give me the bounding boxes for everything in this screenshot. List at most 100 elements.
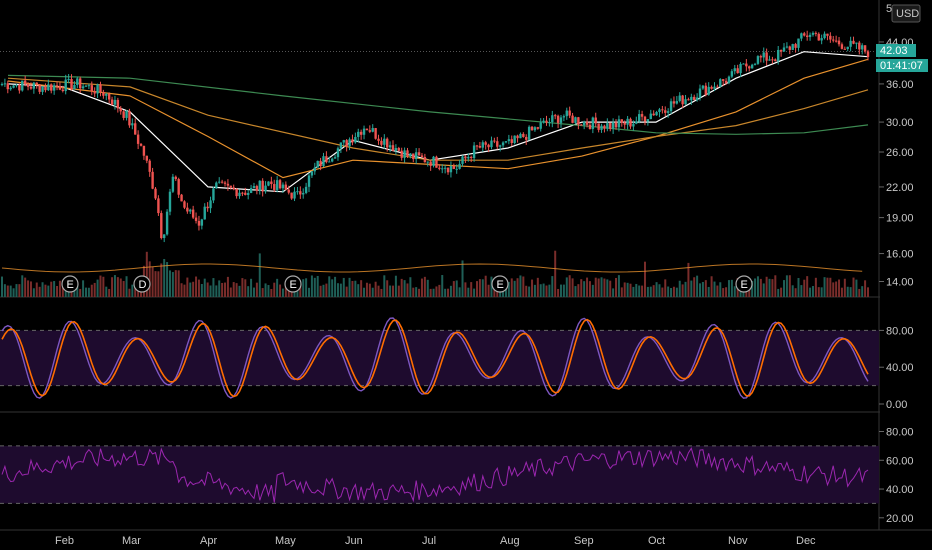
volume-bar <box>840 287 843 297</box>
volume-bar <box>24 277 27 297</box>
last-price-text: 42.03 <box>880 45 908 57</box>
candle-body <box>470 156 473 158</box>
volume-bar <box>519 275 522 297</box>
candle-body <box>742 63 745 65</box>
candle-body <box>551 115 554 123</box>
volume-bar <box>409 277 412 297</box>
candle-body <box>698 88 702 98</box>
earnings-marker <box>61 275 79 293</box>
candle-body <box>672 101 676 104</box>
volume-bar <box>629 283 632 297</box>
candle-body <box>559 117 563 123</box>
candle-body <box>759 56 763 58</box>
earnings-marker-label: E <box>497 279 504 291</box>
volume-bar <box>667 286 670 297</box>
candle-body <box>591 117 595 129</box>
candle-body <box>808 34 812 37</box>
candle-body <box>429 161 432 166</box>
candle-body <box>52 85 56 91</box>
volume-bar <box>426 279 429 297</box>
candle-body <box>197 220 201 226</box>
candle-body <box>342 140 345 143</box>
candle-body <box>246 192 250 195</box>
volume-bar <box>357 284 360 297</box>
candle-body <box>3 83 7 85</box>
volume-bar <box>661 287 664 297</box>
candle-body <box>21 80 24 91</box>
candle-body <box>302 192 305 195</box>
volume-bar <box>299 282 302 297</box>
candle-body <box>255 186 259 191</box>
volume-bar <box>308 287 311 297</box>
volume-bar <box>145 251 148 297</box>
candle-body <box>762 52 765 58</box>
volume-bar <box>360 280 363 297</box>
volume-bar <box>122 281 125 297</box>
candle-body <box>261 180 264 192</box>
candle-body <box>351 139 354 143</box>
rsi-line <box>1 447 869 503</box>
month-label: Apr <box>200 535 217 547</box>
volume-bar <box>522 276 525 297</box>
volume-bar <box>843 278 846 297</box>
candle-body <box>438 167 441 169</box>
volume-bar <box>617 275 620 297</box>
volume-bar <box>788 275 791 297</box>
candle-body <box>336 148 340 158</box>
volume-bar <box>93 282 96 297</box>
candle-body <box>620 119 624 123</box>
candle-body <box>664 110 667 113</box>
candle-body <box>756 56 760 64</box>
volume-bar <box>226 276 229 297</box>
candle-body <box>359 131 363 135</box>
volume-bar <box>557 288 560 297</box>
candle-body <box>721 79 725 81</box>
volume-bar <box>79 288 82 297</box>
volume-bar <box>531 279 534 297</box>
candle-body <box>110 99 114 105</box>
candle-body <box>345 140 348 147</box>
candle-body <box>107 93 111 100</box>
currency-box[interactable] <box>891 4 921 23</box>
volume-bar <box>279 284 282 297</box>
candle-body <box>330 158 334 162</box>
volume-bar <box>154 271 157 297</box>
volume-bar <box>392 285 395 297</box>
volume-bar <box>186 277 189 297</box>
volume-bar <box>328 276 331 297</box>
candle-body <box>637 114 641 122</box>
volume-bar <box>678 280 681 297</box>
volume-bar <box>270 288 273 297</box>
candle-body <box>200 219 204 226</box>
candle-body <box>403 150 406 158</box>
candle-body <box>241 192 244 194</box>
candle-body <box>519 133 522 139</box>
volume-bar <box>151 266 154 297</box>
volume-bar <box>467 287 470 297</box>
volume-bar <box>47 285 50 297</box>
volume-bar <box>533 284 536 297</box>
price-tick-label: 22.00 <box>886 182 914 194</box>
volume-bar <box>504 284 507 297</box>
candle-body <box>782 47 786 52</box>
volume-bar <box>475 281 478 297</box>
volume-bar <box>490 276 493 297</box>
candle-body <box>128 110 131 126</box>
earnings-marker-label: E <box>290 279 297 291</box>
candle-body <box>594 117 597 124</box>
volume-bar <box>27 280 30 297</box>
candle-body <box>446 167 450 173</box>
candle-body <box>333 157 337 159</box>
volume-bar <box>400 278 403 297</box>
candle-body <box>863 45 867 52</box>
volume-bar <box>76 282 79 297</box>
candle-body <box>134 123 137 135</box>
volume-bar <box>447 288 450 297</box>
candle-body <box>357 131 360 137</box>
candle-body <box>467 156 470 159</box>
volume-bar <box>56 285 59 297</box>
candle-body <box>194 217 198 221</box>
volume-bar <box>716 285 719 297</box>
volume-bar <box>623 282 626 297</box>
